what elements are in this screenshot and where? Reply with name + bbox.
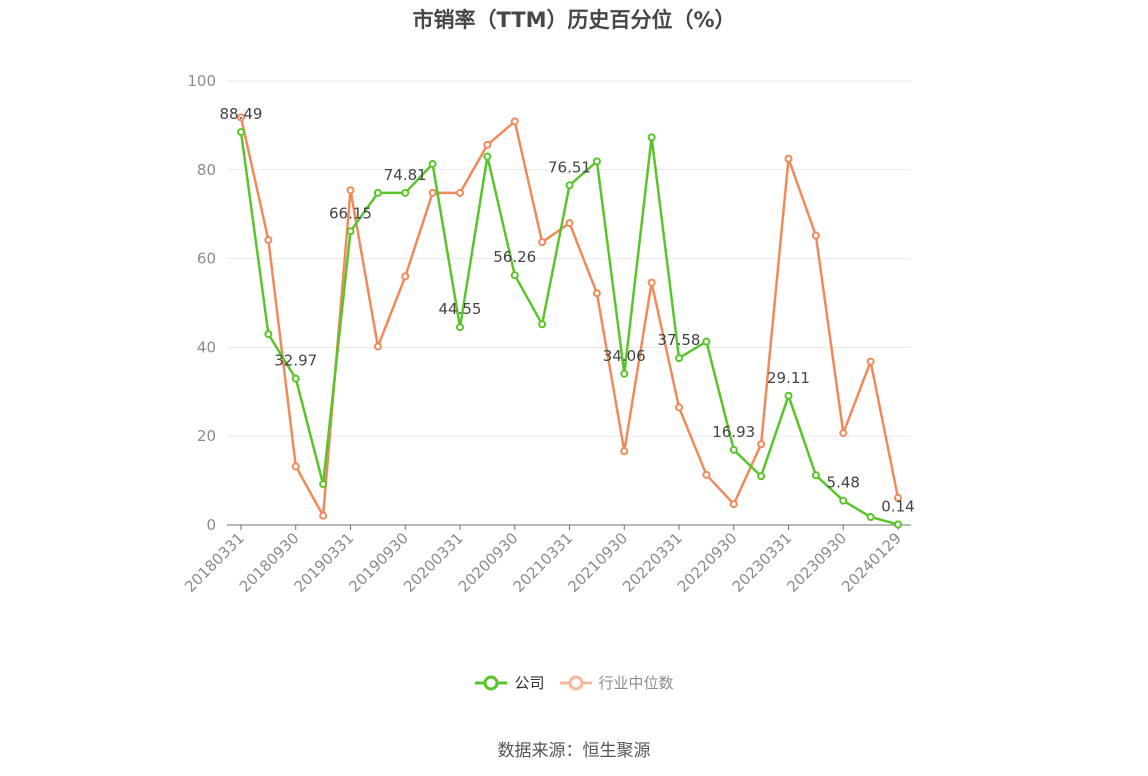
data-point-company	[428, 160, 437, 169]
data-label-company: 66.15	[329, 204, 372, 222]
data-point-company	[675, 354, 683, 363]
legend-item-industry[interactable]: 行业中位数	[559, 672, 674, 693]
legend-label-company: 公司	[514, 674, 545, 692]
data-point-industry	[510, 117, 519, 126]
data-point-industry	[894, 493, 902, 502]
data-point-company	[702, 337, 711, 346]
y-tick-label: 60	[197, 250, 216, 268]
y-tick-label: 0	[206, 516, 216, 534]
data-point-company	[373, 188, 382, 197]
data-label-company: 32.97	[274, 352, 317, 370]
data-point-industry	[839, 429, 848, 438]
data-point-company	[237, 128, 245, 137]
data-label-company: 44.55	[439, 300, 482, 318]
legend-industry-line-icon	[559, 675, 592, 690]
data-point-industry	[702, 470, 711, 479]
y-tick-label: 100	[187, 72, 216, 90]
data-point-company	[401, 188, 410, 197]
x-tick-label: 20240129	[838, 529, 905, 596]
y-tick-label: 40	[197, 338, 216, 356]
data-point-company	[839, 496, 848, 505]
data-point-company	[456, 323, 464, 332]
data-point-industry	[428, 188, 437, 197]
data-point-company	[729, 445, 738, 454]
data-label-company: 5.48	[827, 474, 860, 492]
legend-item-company[interactable]: 公司	[474, 672, 545, 693]
data-point-company	[346, 227, 355, 236]
data-point-company	[319, 480, 328, 489]
data-point-industry	[811, 231, 820, 240]
data-point-industry	[729, 500, 738, 509]
legend-label-industry: 行业中位数	[598, 674, 674, 692]
y-tick-label: 80	[197, 161, 216, 179]
data-point-industry	[291, 462, 300, 471]
chart-title: 市销率（TTM）历史百分位（%）	[412, 8, 736, 32]
series-line-industry	[239, 117, 900, 517]
data-point-industry	[565, 219, 574, 228]
data-point-company	[757, 472, 766, 481]
data-label-company: 88.49	[220, 105, 263, 123]
y-tick-label: 20	[197, 427, 216, 445]
data-point-industry	[401, 272, 410, 281]
data-label-company: 34.06	[603, 347, 646, 365]
data-label-company: 56.26	[493, 248, 536, 266]
data-label-company: 74.81	[384, 166, 427, 184]
data-point-industry	[319, 511, 328, 520]
data-point-industry	[237, 113, 245, 122]
data-point-industry	[675, 403, 683, 412]
data-label-company: 16.93	[712, 423, 755, 441]
data-point-industry	[456, 188, 464, 197]
data-point-company	[510, 271, 519, 280]
data-point-industry	[866, 357, 875, 366]
data-point-industry	[592, 289, 601, 298]
data-point-industry	[483, 140, 492, 149]
data-point-company	[894, 520, 902, 529]
data-label-company: 0.14	[881, 497, 914, 515]
data-point-company	[565, 181, 574, 190]
legend-company-line-icon	[475, 675, 508, 690]
data-point-company	[291, 374, 300, 383]
data-point-industry	[538, 238, 547, 247]
data-point-company	[620, 369, 629, 378]
legend: 公司 行业中位数	[0, 672, 1148, 693]
data-point-company	[784, 391, 793, 400]
data-point-industry	[346, 186, 355, 195]
data-label-company: 37.58	[658, 331, 701, 349]
data-point-industry	[784, 154, 793, 163]
data-point-company	[592, 157, 601, 166]
data-point-company	[264, 330, 273, 339]
data-point-company	[483, 152, 492, 161]
data-label-company: 29.11	[767, 369, 810, 387]
data-point-company	[866, 513, 875, 522]
data-point-industry	[264, 235, 273, 244]
data-point-industry	[647, 278, 656, 287]
data-label-company: 76.51	[548, 158, 591, 176]
data-source-note: 数据来源：恒生聚源	[497, 741, 651, 761]
data-point-industry	[373, 342, 382, 351]
data-point-company	[647, 133, 656, 142]
data-point-company	[538, 320, 547, 329]
data-point-industry	[757, 440, 766, 449]
data-point-company	[811, 471, 820, 480]
data-point-industry	[620, 447, 629, 456]
